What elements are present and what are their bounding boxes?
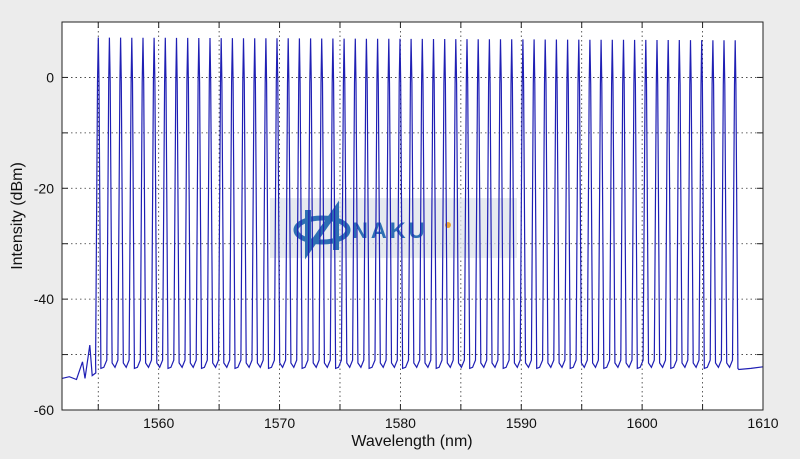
x-tick-label: 1560: [143, 415, 174, 431]
tick-labels: 1560 1570 1580 1590 1600 1610 0 -20 -40 -60: [34, 69, 779, 431]
y-tick-label: 0: [46, 69, 54, 85]
x-tick-label: 1570: [264, 415, 295, 431]
y-axis-title: Intensity (dBm): [9, 162, 26, 270]
y-tick-label: -20: [34, 180, 54, 196]
x-axis-title: Wavelength (nm): [351, 433, 472, 450]
naku-logo-icon: [293, 200, 351, 260]
y-tick-label: -60: [34, 402, 54, 418]
watermark-text: NAKU: [352, 218, 428, 243]
x-tick-label: 1580: [385, 415, 416, 431]
ticks: [62, 22, 763, 410]
plot-frame: [61, 21, 764, 411]
x-tick-label: 1600: [627, 415, 658, 431]
series-line: [61, 37, 764, 381]
y-tick-label: -40: [34, 291, 54, 307]
x-tick-label: 1590: [506, 415, 537, 431]
x-tick-label: 1610: [747, 415, 778, 431]
